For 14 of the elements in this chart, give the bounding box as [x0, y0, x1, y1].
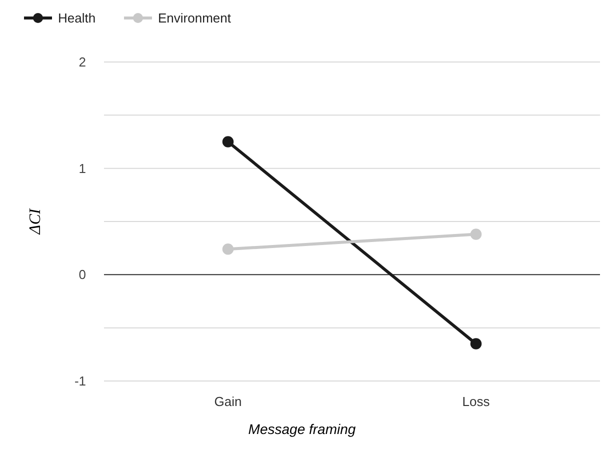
x-axis-title: Message framing — [248, 421, 356, 437]
y-tick-label: 0 — [78, 267, 86, 282]
y-tick-label: -1 — [74, 374, 86, 389]
y-axis-title: ΔCI — [27, 208, 44, 236]
legend-label: Health — [58, 10, 96, 26]
y-tick-label: 1 — [78, 160, 86, 176]
point — [470, 338, 482, 350]
point — [222, 244, 234, 255]
legend-label: Environment — [158, 10, 232, 26]
point — [222, 136, 234, 148]
x-tick-label: Loss — [462, 394, 490, 409]
point — [470, 228, 482, 240]
y-tick-label: 2 — [78, 54, 86, 70]
x-tick-label: Gain — [214, 394, 242, 409]
